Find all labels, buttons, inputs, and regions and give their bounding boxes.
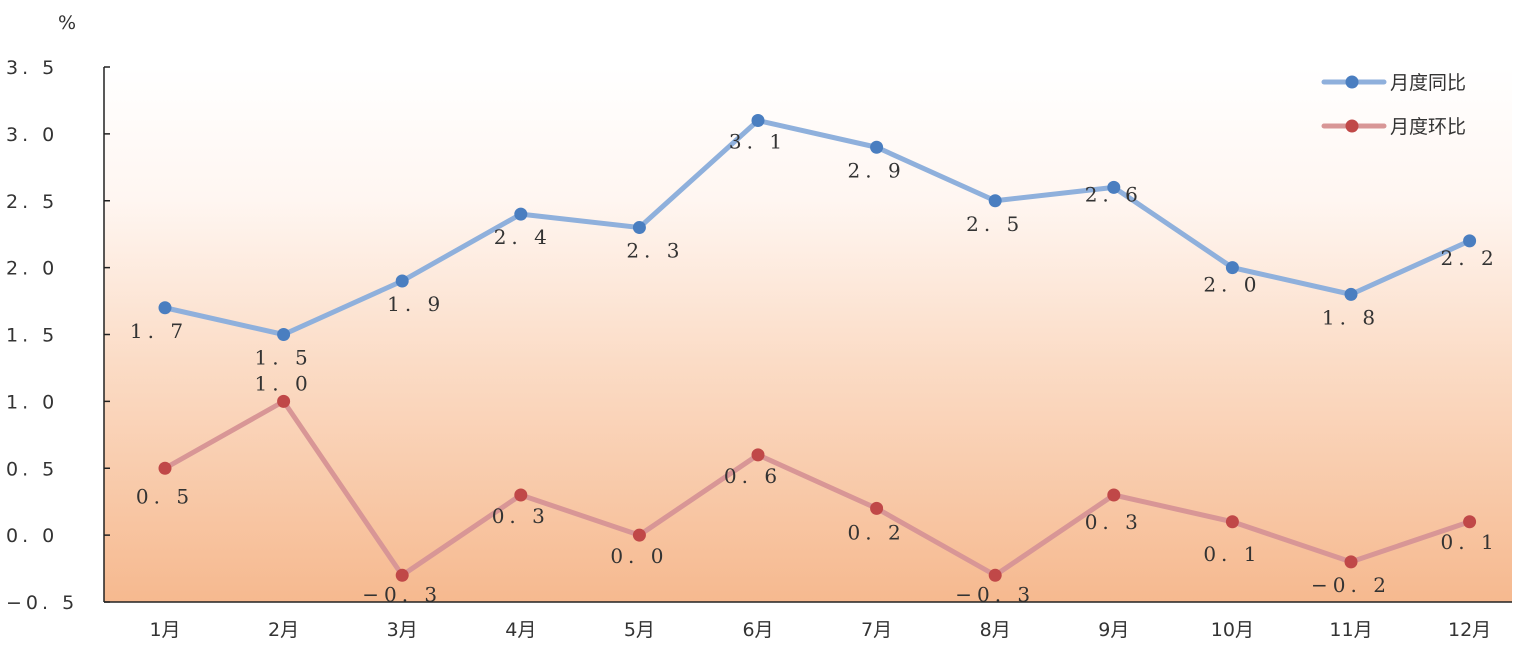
x-tick-label: 2月 [268, 619, 299, 641]
data-labels: 1. 7 1. 5 1. 9 2. 4 2. 3 3. 1 2. 9 2. 5 2. 6 2. 0… [130, 130, 1499, 607]
data-point [514, 207, 528, 221]
data-label: 1. 9 [387, 292, 445, 316]
x-tick-label: 10月 [1211, 619, 1254, 641]
data-label: −0. 3 [362, 582, 442, 606]
data-label: 1. 5 [255, 346, 313, 370]
y-tick-label: −0. 5 [6, 592, 78, 614]
data-label: 2. 4 [494, 225, 552, 249]
data-point [632, 221, 646, 234]
data-label: 2. 2 [1441, 246, 1499, 270]
x-tick-label: 12月 [1448, 619, 1491, 641]
x-tick-label: 4月 [505, 619, 536, 641]
y-tick-label: 3. 5 [6, 57, 58, 79]
data-point [1107, 488, 1121, 502]
x-tick-label: 3月 [387, 619, 418, 641]
x-tick-label: 9月 [1098, 619, 1129, 641]
data-label: −0. 3 [955, 582, 1035, 606]
data-point [1225, 261, 1239, 275]
data-label: 2. 0 [1203, 273, 1261, 297]
data-point [277, 394, 291, 408]
data-label: 2. 9 [848, 158, 906, 182]
data-point [158, 301, 172, 315]
data-point [1344, 555, 1358, 569]
x-tick-label: 1月 [149, 619, 180, 641]
data-label: 0. 3 [492, 504, 550, 528]
data-point [514, 488, 528, 502]
x-tick-label: 7月 [861, 619, 892, 641]
data-label: 0. 6 [724, 464, 782, 488]
legend-label: 月度环比 [1390, 116, 1466, 138]
y-tick-label: 3. 0 [6, 124, 58, 146]
data-point [158, 461, 172, 475]
y-tick-label: 1. 0 [6, 391, 58, 413]
data-point [751, 448, 765, 462]
legend-marker [1345, 119, 1359, 133]
y-tick-label: 0. 5 [6, 458, 58, 480]
data-label: 0. 3 [1085, 510, 1143, 534]
data-point [1344, 287, 1358, 301]
data-label: 0. 1 [1441, 530, 1499, 554]
data-point [988, 568, 1002, 582]
x-tick-label: 11月 [1329, 619, 1372, 641]
x-tick-label: 6月 [742, 619, 773, 641]
data-point [1463, 515, 1477, 529]
y-tick-label: 2. 5 [6, 191, 58, 213]
y-axis-unit-label: % [58, 12, 76, 34]
data-point [988, 194, 1002, 208]
data-label: 2. 5 [966, 212, 1024, 236]
data-point [1463, 234, 1477, 248]
data-label: 0. 1 [1203, 542, 1261, 566]
series-line-2 [162, 398, 1473, 578]
data-point [1225, 515, 1239, 529]
x-tick-label: 5月 [624, 619, 655, 641]
data-label: 0. 0 [610, 544, 668, 568]
y-tick-label: 2. 0 [6, 258, 58, 280]
data-label: 2. 6 [1085, 182, 1143, 206]
data-point [870, 501, 884, 515]
legend-label: 月度同比 [1390, 72, 1466, 94]
legend-marker [1345, 75, 1359, 89]
data-label: 1. 0 [255, 371, 313, 395]
data-label: 1. 7 [130, 319, 188, 343]
y-tick-label: 0. 0 [6, 525, 58, 547]
data-point [751, 114, 765, 127]
data-point [395, 568, 409, 582]
series-layer [158, 114, 1477, 582]
data-label: 1. 8 [1322, 305, 1380, 329]
data-point [1107, 180, 1121, 194]
data-point [632, 528, 646, 542]
data-label: 0. 2 [848, 520, 906, 544]
data-label: −0. 2 [1311, 573, 1391, 597]
plot-area-background [104, 67, 1512, 602]
x-tick-label: 8月 [980, 619, 1011, 641]
data-point [395, 274, 409, 288]
data-point [277, 328, 291, 341]
series-line-1 [162, 118, 1473, 337]
axes: −0. 50. 00. 51. 01. 52. 02. 53. 03. 51月 2… [6, 57, 1512, 641]
y-tick-label: 1. 5 [6, 325, 58, 347]
data-label: 2. 3 [626, 239, 684, 263]
data-label: 0. 5 [136, 484, 194, 508]
data-point [870, 140, 884, 154]
data-label: 3. 1 [729, 130, 787, 154]
